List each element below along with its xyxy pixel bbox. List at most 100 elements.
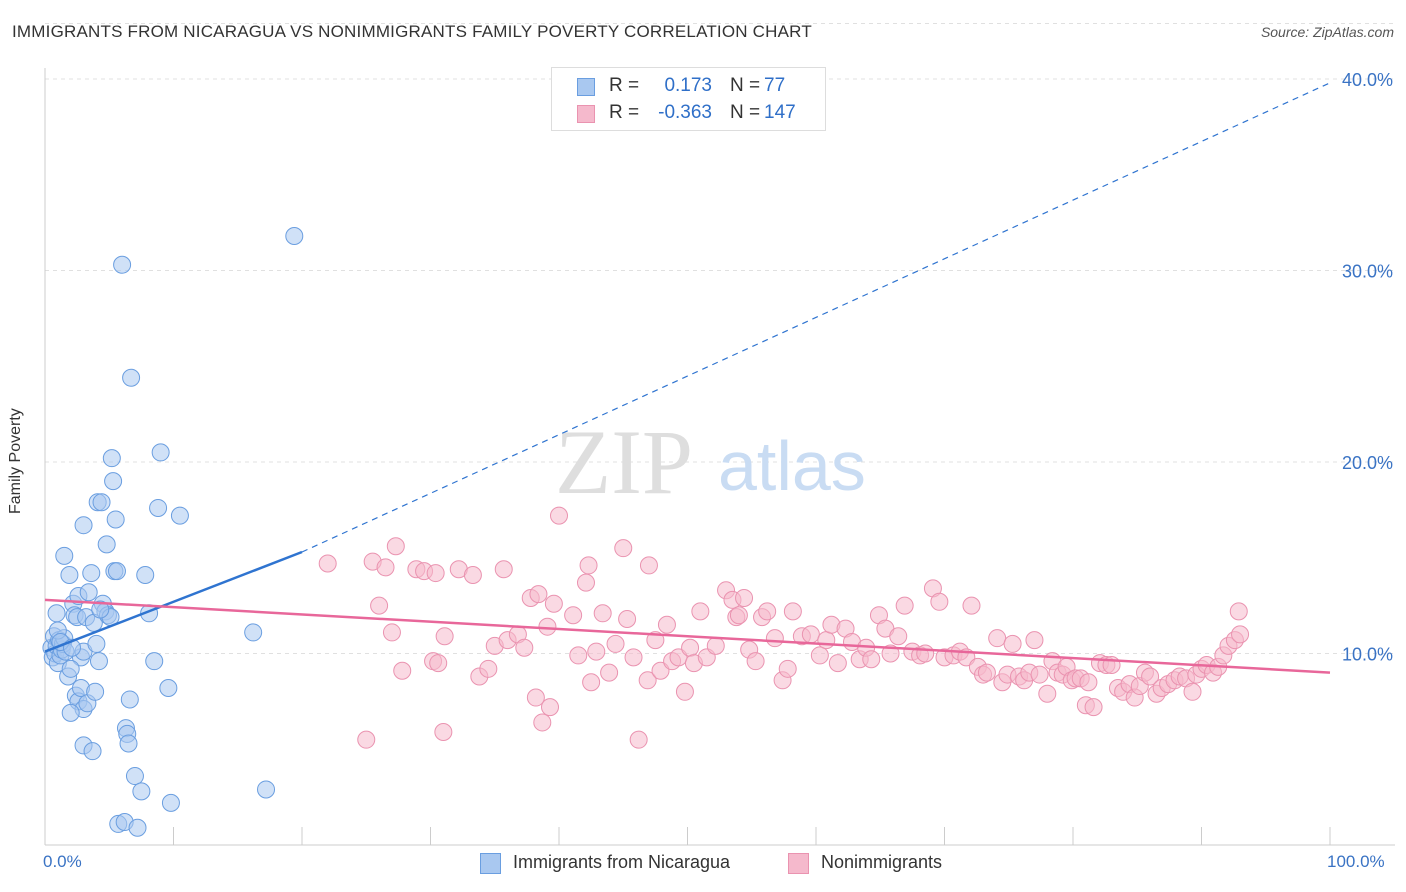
- nonimmigrant-point: [606, 634, 625, 653]
- nicaragua-point: [107, 562, 126, 581]
- legend-r-value: -0.363: [658, 102, 712, 123]
- nonimmigrant-point: [515, 638, 534, 657]
- nicaragua-point: [104, 472, 123, 491]
- nicaragua-point: [170, 506, 189, 525]
- nonimmigrant-point: [681, 638, 700, 657]
- nicaragua-point: [285, 227, 304, 246]
- nicaragua-point: [149, 498, 168, 517]
- x-tick-label-min: 0.0%: [43, 852, 82, 871]
- nonimmigrant-point: [895, 596, 914, 615]
- nonimmigrant-point: [862, 650, 881, 669]
- nonimmigrant-point: [564, 606, 583, 625]
- nonimmigrant-point: [370, 596, 389, 615]
- nonimmigrant-point: [579, 556, 598, 575]
- nonimmigrant-point: [916, 644, 935, 663]
- nonimmigrant-point: [828, 654, 847, 673]
- nonimmigrant-point: [426, 564, 445, 583]
- nonimmigrant-point: [962, 596, 981, 615]
- nonimmigrant-point: [376, 558, 395, 577]
- legend-n-value: 147: [764, 102, 796, 123]
- nonimmigrant-point: [569, 646, 588, 665]
- nicaragua-point: [244, 623, 263, 642]
- series-swatch-blue: [480, 853, 501, 874]
- nonimmigrant-point: [817, 631, 836, 650]
- nonimmigrant-point: [1084, 698, 1103, 717]
- nonimmigrant-point: [357, 730, 376, 749]
- nicaragua-points: [42, 227, 304, 837]
- nonimmigrant-point: [629, 730, 648, 749]
- nonimmigrant-point: [529, 585, 548, 604]
- nonimmigrant-point: [429, 654, 448, 673]
- nonimmigrants-trend-line: [44, 598, 1331, 674]
- trend-lines: [44, 82, 1331, 674]
- nicaragua-point: [102, 449, 121, 468]
- legend-r-label: R =: [609, 102, 640, 123]
- nonimmigrant-point: [435, 627, 454, 646]
- axes: [44, 68, 1395, 846]
- y-tick-label: 10.0%: [1342, 645, 1393, 665]
- nicaragua-point: [122, 368, 141, 387]
- nonimmigrant-point: [675, 682, 694, 701]
- series-swatch-pink: [788, 853, 809, 874]
- nonimmigrant-point: [729, 606, 748, 625]
- nonimmigrant-point: [544, 594, 563, 613]
- nonimmigrant-point: [526, 688, 545, 707]
- y-tick-labels: 10.0% 20.0% 30.0% 40.0%: [1342, 70, 1393, 665]
- nonimmigrant-point: [538, 617, 557, 636]
- nonimmigrant-point: [393, 661, 412, 680]
- series-label-nonimmigrants: Nonimmigrants: [821, 852, 943, 872]
- nicaragua-point: [145, 652, 164, 671]
- nonimmigrant-point: [494, 560, 513, 579]
- nicaragua-point: [87, 634, 106, 653]
- nonimmigrant-point: [550, 506, 568, 525]
- y-tick-label: 20.0%: [1342, 453, 1393, 473]
- nicaragua-point: [89, 652, 108, 671]
- nonimmigrant-point: [463, 565, 482, 584]
- nonimmigrant-point: [977, 663, 996, 682]
- nonimmigrant-point: [801, 625, 820, 644]
- nonimmigrant-point: [778, 659, 797, 678]
- watermark-zip: ZIP: [555, 411, 693, 513]
- nicaragua-point: [55, 546, 74, 565]
- nicaragua-point: [91, 600, 110, 619]
- legend-n-label: N =: [730, 102, 761, 123]
- legend-swatch-pink: [577, 105, 595, 123]
- nonimmigrant-point: [889, 627, 908, 646]
- y-tick-label: 40.0%: [1342, 70, 1393, 90]
- nonimmigrant-point: [593, 604, 612, 623]
- nicaragua-point: [61, 659, 80, 678]
- nicaragua-point: [97, 535, 116, 554]
- legend-swatch-blue: [577, 78, 595, 96]
- nicaragua-point: [83, 742, 102, 761]
- nonimmigrant-point: [318, 554, 337, 573]
- nonimmigrant-point: [614, 539, 633, 558]
- x-tick-label-max: 100.0%: [1327, 852, 1385, 871]
- nonimmigrant-point: [746, 652, 765, 671]
- nicaragua-point: [257, 780, 276, 799]
- legend-r-label: R =: [609, 75, 640, 96]
- nonimmigrant-point: [618, 610, 637, 629]
- nonimmigrant-point: [1183, 682, 1202, 701]
- nicaragua-point: [151, 443, 170, 462]
- nicaragua-point: [86, 682, 105, 701]
- nonimmigrant-point: [479, 659, 498, 678]
- nicaragua-point: [125, 767, 144, 786]
- legend-row-nonimmigrants: R = -0.363 N = 147: [552, 100, 825, 128]
- nonimmigrant-point: [382, 623, 401, 642]
- source-label: Source: ZipAtlas.com: [1260, 24, 1394, 40]
- nonimmigrants-points: [318, 506, 1250, 749]
- nicaragua-point: [60, 565, 79, 584]
- nonimmigrant-point: [651, 661, 670, 680]
- nonimmigrant-point: [988, 629, 1007, 648]
- nonimmigrant-point: [735, 588, 754, 607]
- nonimmigrant-point: [930, 592, 949, 611]
- correlation-legend: R = 0.173 N = 77 R = -0.363 N = 147: [551, 67, 826, 131]
- nonimmigrant-point: [576, 573, 595, 592]
- nicaragua-trend-dashed: [301, 82, 1331, 553]
- nicaragua-point: [79, 583, 98, 602]
- nicaragua-point: [132, 782, 151, 801]
- nicaragua-point: [136, 565, 155, 584]
- nonimmigrant-point: [1030, 665, 1049, 684]
- nonimmigrant-point: [1231, 625, 1250, 644]
- nonimmigrant-point: [582, 673, 601, 692]
